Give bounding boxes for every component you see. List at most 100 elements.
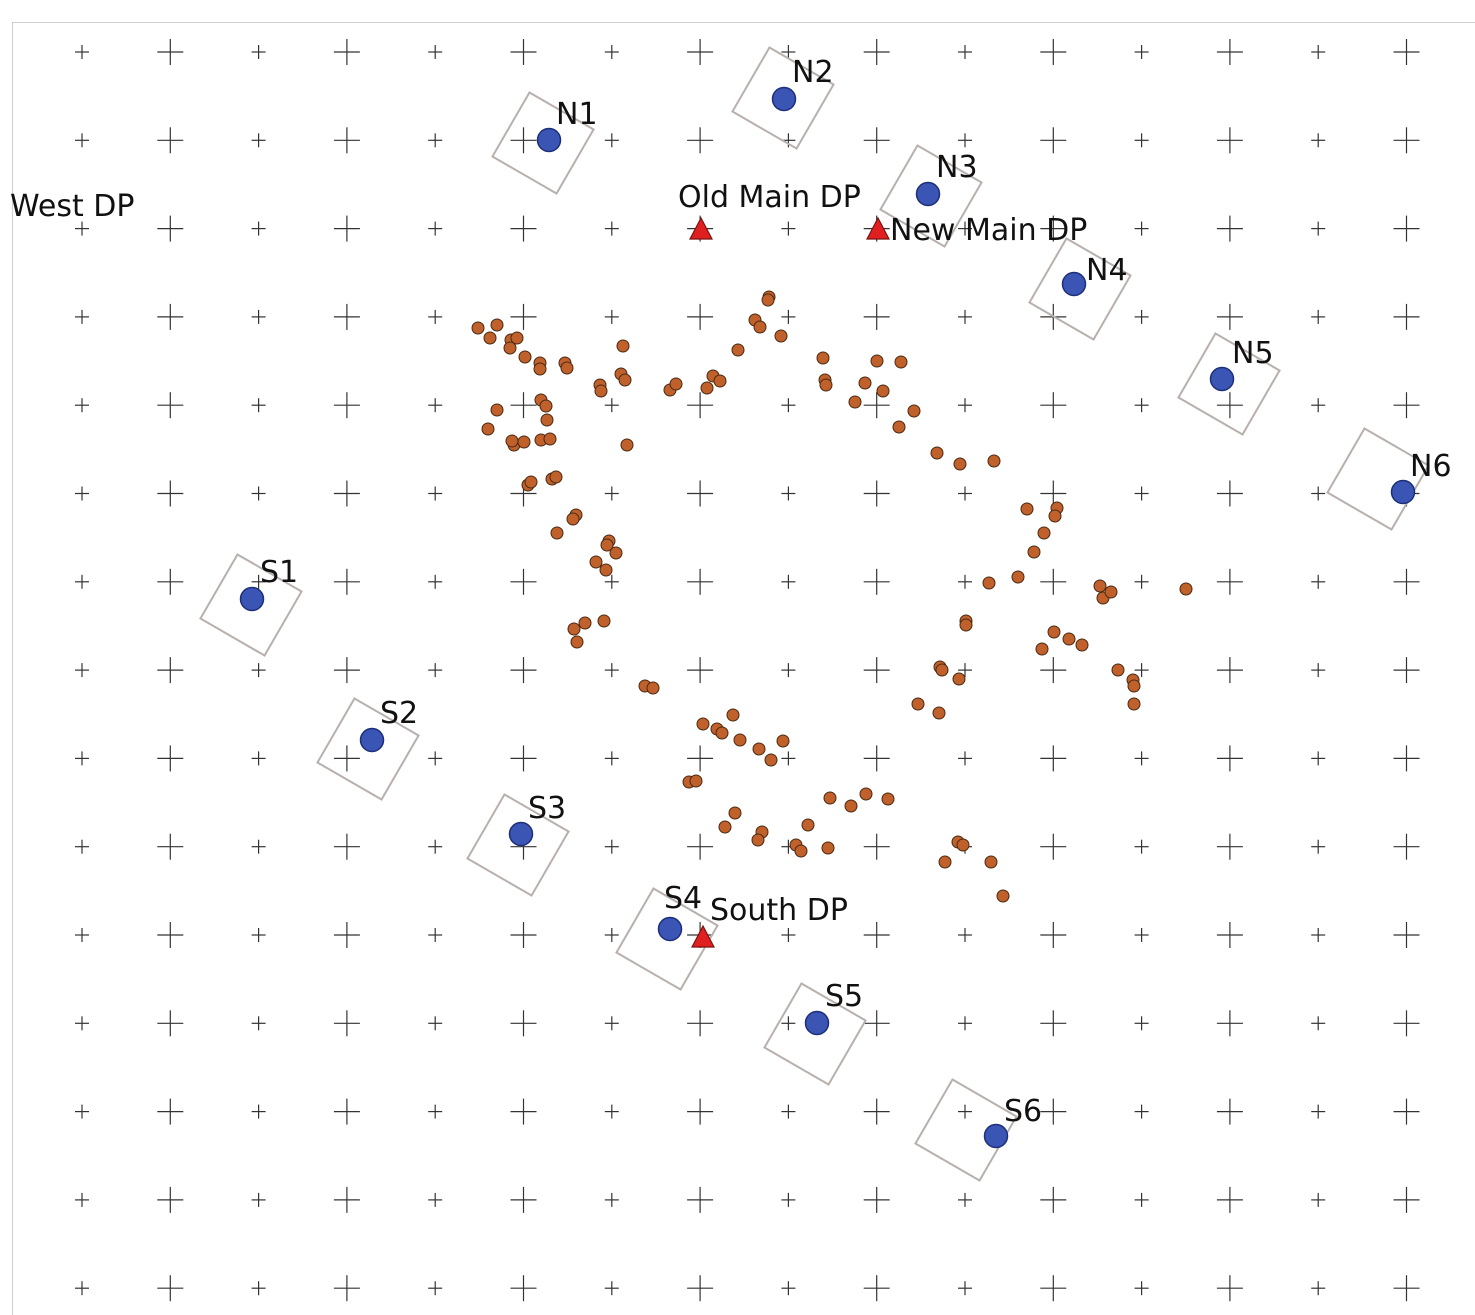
- grid-cross: [958, 486, 972, 501]
- grid-cross: [1393, 127, 1420, 154]
- grid-cross: [428, 486, 443, 501]
- grid-cross: [1216, 1275, 1243, 1302]
- grid-cross: [1040, 568, 1067, 595]
- grid-cross: [1216, 480, 1243, 507]
- event-marker: [646, 681, 660, 695]
- drill-point-marker-new-main[interactable]: [866, 216, 890, 240]
- grid-cross: [1393, 833, 1420, 860]
- station-marker-n2[interactable]: [771, 86, 797, 112]
- event-marker: [1011, 570, 1025, 584]
- grid-cross: [1040, 39, 1067, 65]
- grid-cross: [333, 127, 360, 154]
- event-marker: [550, 526, 564, 540]
- grid-cross: [1311, 1016, 1326, 1031]
- grid-cross: [75, 45, 89, 59]
- station-marker-s6[interactable]: [983, 1123, 1009, 1149]
- grid-cross: [687, 568, 714, 595]
- grid-cross: [604, 928, 619, 942]
- station-marker-n6[interactable]: [1390, 479, 1416, 505]
- event-marker: [731, 343, 745, 357]
- grid-cross: [1134, 133, 1149, 148]
- event-marker: [776, 734, 790, 748]
- grid-cross: [687, 127, 714, 154]
- drill-point-marker-old-main[interactable]: [689, 216, 713, 240]
- grid-cross: [1040, 1010, 1067, 1037]
- station-marker-s4[interactable]: [657, 916, 683, 942]
- grid-cross: [428, 928, 443, 942]
- event-marker: [618, 373, 632, 387]
- grid-cross: [687, 39, 714, 65]
- grid-cross: [1216, 1010, 1243, 1037]
- event-marker: [858, 376, 872, 390]
- event-marker: [1127, 697, 1141, 711]
- grid-cross: [781, 45, 796, 59]
- grid-cross: [604, 751, 619, 766]
- station-marker-s3[interactable]: [508, 821, 534, 847]
- station-marker-n1[interactable]: [536, 127, 562, 153]
- station-box-s6: [914, 1078, 1018, 1182]
- grid-layer: [75, 39, 1420, 1302]
- grid-cross: [333, 480, 360, 507]
- grid-cross: [1040, 833, 1067, 860]
- grid-cross: [604, 45, 619, 59]
- grid-cross: [1040, 922, 1067, 948]
- grid-cross: [781, 1016, 796, 1031]
- drill-point-layer: [689, 216, 890, 948]
- event-marker: [859, 787, 873, 801]
- event-marker: [819, 378, 833, 392]
- station-marker-n3[interactable]: [915, 181, 941, 207]
- drill-point-marker-south[interactable]: [691, 924, 715, 948]
- event-marker: [1027, 545, 1041, 559]
- grid-cross: [428, 1016, 443, 1031]
- grid-cross: [1216, 1098, 1243, 1125]
- grid-cross: [1040, 127, 1067, 154]
- grid-cross: [1393, 657, 1420, 684]
- grid-cross: [157, 1010, 184, 1037]
- grid-cross: [863, 568, 890, 595]
- event-marker: [870, 354, 884, 368]
- grid-cross: [1393, 745, 1420, 772]
- grid-cross: [75, 1016, 89, 1031]
- grid-cross: [604, 1192, 619, 1207]
- grid-cross: [1311, 928, 1326, 942]
- event-marker: [752, 742, 766, 756]
- event-marker: [600, 538, 614, 552]
- grid-cross: [75, 1281, 89, 1296]
- station-marker-n5[interactable]: [1209, 366, 1235, 392]
- station-marker-s5[interactable]: [804, 1010, 830, 1036]
- grid-cross: [1216, 392, 1243, 419]
- station-label-s5: S5: [825, 979, 863, 1014]
- grid-cross: [1393, 215, 1420, 242]
- grid-cross: [251, 45, 266, 59]
- grid-cross: [1040, 480, 1067, 507]
- grid-cross: [1393, 392, 1420, 419]
- station-marker-s1[interactable]: [239, 586, 265, 612]
- grid-cross: [75, 574, 89, 589]
- station-marker-s2[interactable]: [359, 727, 385, 753]
- event-marker: [987, 454, 1001, 468]
- grid-cross: [1216, 568, 1243, 595]
- grid-cross: [75, 751, 89, 766]
- grid-cross: [75, 398, 89, 413]
- event-marker: [1035, 642, 1049, 656]
- grid-cross: [157, 303, 184, 330]
- grid-cross: [157, 657, 184, 684]
- station-label-n6: N6: [1410, 449, 1452, 484]
- station-label-s4: S4: [664, 881, 702, 916]
- grid-cross: [428, 1104, 443, 1119]
- grid-cross: [1393, 922, 1420, 948]
- grid-cross: [781, 574, 796, 589]
- station-marker-n4[interactable]: [1061, 271, 1087, 297]
- grid-cross: [510, 922, 537, 948]
- grid-cross: [428, 133, 443, 148]
- grid-cross: [251, 663, 266, 678]
- grid-cross: [1040, 215, 1067, 242]
- grid-cross: [958, 1192, 972, 1207]
- grid-cross: [157, 1275, 184, 1302]
- event-marker: [753, 320, 767, 334]
- event-marker: [959, 618, 973, 632]
- event-marker: [1093, 579, 1107, 593]
- event-marker: [620, 438, 634, 452]
- grid-cross: [428, 1281, 443, 1296]
